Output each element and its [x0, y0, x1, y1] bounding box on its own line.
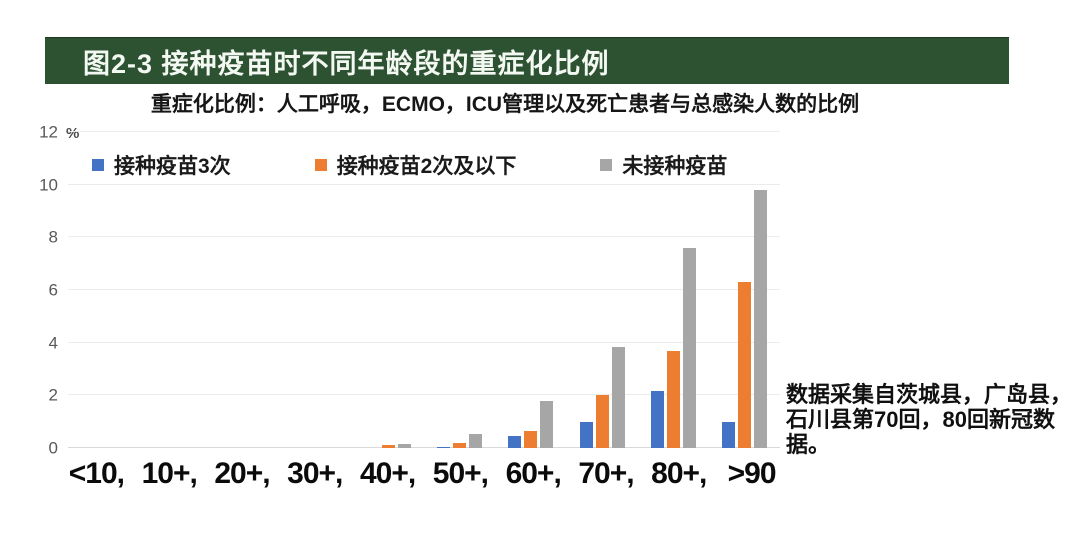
- bar: [737, 282, 751, 448]
- legend-label: 接种疫苗2次及以下: [336, 155, 517, 178]
- bar: [453, 442, 467, 448]
- bar: [524, 430, 538, 448]
- bar: [508, 436, 522, 448]
- x-tick-label: 40+,: [359, 457, 416, 490]
- x-tick-label: 70+,: [578, 457, 634, 490]
- chart-subtitle: 重症化比例：人工呼吸，ECMO，ICU管理以及死亡患者与总感染人数的比例: [150, 93, 860, 116]
- gridline: [68, 447, 780, 448]
- bar-group-90: [709, 132, 780, 448]
- data-source-note: 数据采集自茨城县，广岛县，石川县第70回，80回新冠数据。: [786, 382, 1073, 457]
- x-tick-label: >90: [727, 457, 777, 490]
- x-tick-label: <10,: [68, 457, 125, 490]
- legend-item: 接种疫苗3次: [88, 150, 235, 180]
- gridline: [68, 394, 780, 396]
- bar: [437, 446, 451, 448]
- x-tick-label: 20+,: [214, 457, 270, 490]
- bar: [650, 391, 664, 448]
- bar: [381, 445, 395, 448]
- chart-legend: 接种疫苗3次 接种疫苗2次及以下 未接种疫苗: [88, 150, 732, 180]
- x-tick-label: 30+,: [287, 457, 343, 490]
- y-axis-unit-label: %: [66, 125, 80, 142]
- y-tick-label: 8: [48, 227, 58, 247]
- bar-group-40: [353, 132, 424, 448]
- bar-group-80: [638, 132, 709, 448]
- x-tick-label: 60+,: [505, 457, 562, 490]
- gridline: [68, 131, 780, 132]
- bar: [595, 395, 609, 448]
- legend-label: 接种疫苗3次: [114, 155, 231, 178]
- bar-groups: [68, 132, 780, 448]
- x-tick-label: 10+,: [141, 457, 198, 490]
- y-tick-label: 12: [39, 122, 58, 142]
- bar-group-50: [424, 132, 495, 448]
- bar: [397, 444, 411, 448]
- legend-item: 未接种疫苗: [596, 150, 732, 180]
- bar: [753, 189, 767, 448]
- x-axis-labels: <10, 10+, 20+, 30+, 40+, 50+, 60+, 70+, 80+, >90: [60, 457, 788, 501]
- bar: [666, 350, 680, 448]
- gridline: [68, 183, 780, 185]
- y-tick-label: 6: [48, 280, 58, 300]
- y-tick-label: 10: [39, 175, 58, 195]
- bar: [721, 421, 735, 448]
- gridline: [68, 236, 780, 238]
- legend-label: 未接种疫苗: [622, 155, 728, 178]
- bar: [540, 400, 554, 448]
- y-tick-label: 4: [48, 333, 58, 353]
- bar: [579, 421, 593, 448]
- x-tick-label: 50+,: [432, 457, 489, 490]
- bar: [469, 433, 483, 448]
- bar: [682, 247, 696, 448]
- gridline: [68, 289, 780, 290]
- plot-area: [68, 131, 780, 448]
- legend-item: 接种疫苗2次及以下: [310, 150, 521, 180]
- legend-swatch-icon: [92, 159, 104, 171]
- bar-group-70: [566, 132, 637, 448]
- y-axis-labels: 0 2 4 6 8 10 12: [24, 124, 62, 457]
- chart-title-bar: 图2-3 接种疫苗时不同年龄段的重症化比例: [45, 37, 1009, 84]
- y-tick-label: 2: [48, 385, 58, 405]
- y-tick-label: 0: [48, 438, 58, 458]
- bar-group-60: [495, 132, 566, 448]
- x-tick-label: 80+,: [651, 457, 707, 490]
- gridline: [68, 341, 780, 343]
- legend-swatch-icon: [600, 159, 613, 171]
- chart-title: 图2-3 接种疫苗时不同年龄段的重症化比例: [83, 48, 610, 79]
- legend-swatch-icon: [314, 159, 327, 171]
- bar: [611, 346, 625, 448]
